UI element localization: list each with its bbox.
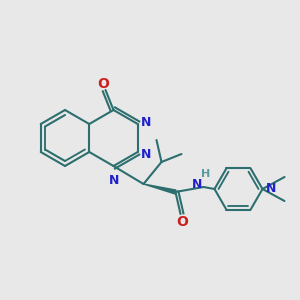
Text: O: O xyxy=(98,77,110,91)
Text: N: N xyxy=(192,178,202,191)
Text: H: H xyxy=(201,169,210,179)
Text: N: N xyxy=(141,148,151,160)
Text: O: O xyxy=(177,215,188,229)
Text: N: N xyxy=(266,182,276,196)
Text: N: N xyxy=(109,174,120,187)
Text: N: N xyxy=(141,116,151,128)
Polygon shape xyxy=(143,184,176,194)
